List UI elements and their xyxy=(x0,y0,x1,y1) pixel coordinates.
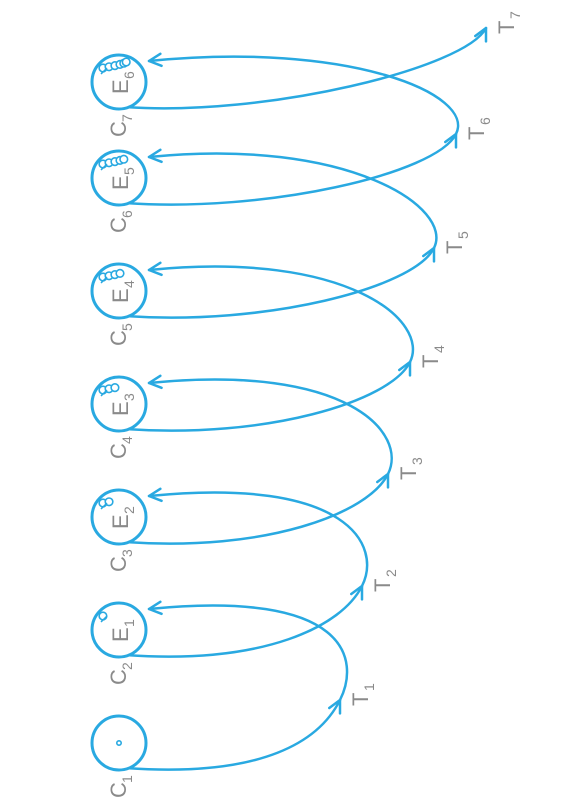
transition-label-letter: T xyxy=(348,693,373,706)
experience-label-letter: E xyxy=(108,288,133,303)
experience-label-letter: E xyxy=(108,175,133,190)
transition-label: T2 xyxy=(370,569,399,592)
experience-bubble xyxy=(110,383,120,393)
return-arrowhead xyxy=(147,600,163,616)
experience-label-letter: E xyxy=(108,79,133,94)
cycle-label: C4 xyxy=(106,436,135,459)
experience-label-index: 4 xyxy=(121,280,137,288)
experience-label-letter: E xyxy=(108,514,133,529)
cycle-label-index: 5 xyxy=(119,323,135,331)
spiral-out-curve xyxy=(123,246,436,319)
cycle-label-letter: C xyxy=(106,556,131,572)
return-arrowhead xyxy=(147,261,163,277)
transition-label-index: 6 xyxy=(477,117,493,125)
transition-label-index: 7 xyxy=(507,11,523,19)
experience-bubble xyxy=(98,611,108,621)
cycle-label: C5 xyxy=(106,323,135,346)
transition-label: T1 xyxy=(348,683,377,706)
cycle-label-letter: C xyxy=(106,217,131,233)
spiral-out-curve xyxy=(123,584,364,658)
transition-label: T7 xyxy=(494,11,523,34)
spiral-out-curve xyxy=(123,26,488,110)
cycle-label: C2 xyxy=(106,662,135,685)
spiral-paths xyxy=(123,26,488,771)
cycle-label-letter: C xyxy=(106,121,131,137)
experience-tick xyxy=(100,67,108,75)
seed-dot xyxy=(116,739,123,746)
return-arrowhead xyxy=(147,374,163,390)
spiral-return-curve xyxy=(147,491,369,588)
transition-label-letter: T xyxy=(494,21,519,34)
cycle-label-index: 4 xyxy=(119,436,135,444)
spiral-out-curve xyxy=(123,698,342,771)
experience-label-index: 3 xyxy=(121,393,137,401)
experience-tick xyxy=(100,163,108,171)
cycle-label: C7 xyxy=(106,114,135,137)
transition-label-letter: T xyxy=(370,579,395,592)
experience-label-index: 5 xyxy=(121,167,137,175)
transition-label-index: 5 xyxy=(455,231,471,239)
cycle-label-letter: C xyxy=(106,330,131,346)
transition-label: T3 xyxy=(396,457,425,480)
experience-tick xyxy=(100,389,108,397)
transition-label-letter: T xyxy=(396,467,421,480)
experience-label-index: 6 xyxy=(121,71,137,79)
experience-label-index: 2 xyxy=(121,506,137,514)
cycle-label-index: 2 xyxy=(119,662,135,670)
transition-label: T5 xyxy=(442,231,471,254)
return-arrowhead xyxy=(147,52,163,68)
experience-label-letter: E xyxy=(108,401,133,416)
experience-label: E3 xyxy=(108,393,137,416)
spiral-out-curve xyxy=(123,360,412,432)
spiral-return-curve xyxy=(147,265,415,364)
experience-label: E1 xyxy=(108,619,137,642)
transition-label: T4 xyxy=(418,345,447,368)
cycle-label: C6 xyxy=(106,210,135,233)
experience-label-index: 1 xyxy=(121,619,137,627)
cycle-label: C1 xyxy=(106,775,135,798)
cycle-label-index: 7 xyxy=(119,114,135,122)
cycle-circles xyxy=(90,53,148,772)
transition-label: T6 xyxy=(464,117,493,140)
transition-label-letter: T xyxy=(418,355,443,368)
cycle-label-index: 6 xyxy=(119,210,135,218)
spiral-return-curve xyxy=(147,55,460,136)
cycle-label-index: 1 xyxy=(119,775,135,783)
transition-label-index: 2 xyxy=(383,569,399,577)
experience-bubble xyxy=(119,154,129,164)
experience-bubble xyxy=(121,57,131,67)
transition-label-index: 3 xyxy=(409,457,425,465)
spiral-out-curve xyxy=(123,472,390,545)
cycle-label: C3 xyxy=(106,549,135,572)
cycle-label-letter: C xyxy=(106,443,131,459)
experience-label: E4 xyxy=(108,280,137,303)
experience-bubble xyxy=(115,268,125,279)
spiral-return-curve xyxy=(147,378,393,476)
experience-tick xyxy=(100,615,108,623)
return-arrowhead xyxy=(147,487,163,503)
cycle-label-index: 3 xyxy=(119,549,135,557)
transition-arrowhead xyxy=(474,26,488,43)
experience-tick xyxy=(100,276,108,284)
return-arrowhead xyxy=(147,148,163,164)
cycle-label-letter: C xyxy=(106,669,131,685)
experience-label: E6 xyxy=(108,71,137,94)
experience-tick xyxy=(100,502,108,510)
transition-label-index: 1 xyxy=(361,683,377,691)
spiral-return-curve xyxy=(147,152,438,250)
cycle-label-letter: C xyxy=(106,782,131,798)
transition-label-letter: T xyxy=(464,127,489,140)
spiral-out-curve xyxy=(123,132,458,206)
spiral-return-curve xyxy=(147,604,349,702)
experience-label: E5 xyxy=(108,167,137,190)
transition-label-letter: T xyxy=(442,241,467,254)
experience-label-letter: E xyxy=(108,627,133,642)
transition-label-index: 4 xyxy=(431,345,447,353)
experience-label: E2 xyxy=(108,506,137,529)
